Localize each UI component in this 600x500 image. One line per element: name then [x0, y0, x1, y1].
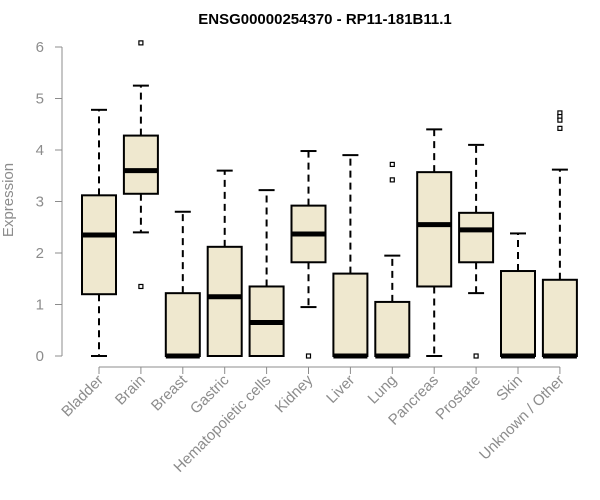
y-axis-label: Expression: [0, 163, 17, 237]
box-unknown-other: [541, 110, 578, 359]
iqr-box: [206, 245, 243, 358]
x-tick-label: Brain: [112, 372, 149, 409]
outlier-point: [557, 117, 563, 123]
iqr-box: [500, 270, 536, 357]
y-tick-label: 1: [36, 297, 44, 314]
iqr-box: [332, 272, 369, 358]
x-tick-label: Skin: [493, 372, 526, 405]
y-tick-label: 2: [36, 245, 44, 262]
box-kidney: [290, 150, 327, 359]
y-tick-label: 5: [36, 91, 44, 108]
box-pancreas: [416, 128, 453, 357]
y-tick-label: 4: [36, 142, 44, 159]
x-tick-label: Lung: [365, 372, 401, 408]
outlier-point: [138, 40, 144, 46]
outlier-point: [389, 177, 395, 183]
iqr-box: [458, 211, 495, 264]
iqr-box: [81, 194, 117, 296]
box-skin: [500, 232, 536, 359]
box-lung: [374, 161, 411, 359]
outlier-point: [305, 353, 312, 359]
x-tick-label: Prostate: [432, 372, 484, 424]
box-liver: [332, 154, 369, 359]
box-breast: [164, 210, 201, 359]
iqr-box: [374, 300, 411, 357]
outlier-point: [473, 353, 479, 359]
y-tick-label: 6: [36, 39, 44, 56]
boxes-group: [81, 40, 578, 359]
iqr-box: [164, 292, 201, 358]
box-gastric: [206, 169, 243, 358]
iqr-box: [416, 171, 453, 288]
x-tick-label: Bladder: [58, 372, 107, 421]
outlier-point: [138, 283, 144, 290]
box-prostate: [458, 143, 495, 359]
box-bladder: [81, 108, 117, 357]
x-tick-label: Kidney: [272, 371, 317, 416]
x-tick-label: Liver: [323, 372, 358, 407]
box-brain: [122, 40, 159, 290]
outlier-point: [389, 161, 395, 168]
outlier-point: [557, 125, 563, 131]
box-hematopoietic-cells: [248, 189, 285, 358]
iqr-box: [122, 134, 159, 195]
x-tick-label: Breast: [148, 371, 191, 414]
y-axis: 0 1 2 3 4 5 6: [36, 39, 63, 365]
y-tick-label: 0: [36, 348, 44, 365]
y-tick-label: 3: [36, 194, 44, 211]
iqr-box: [541, 278, 578, 357]
chart-title: ENSG00000254370 - RP11-181B11.1: [198, 11, 452, 28]
